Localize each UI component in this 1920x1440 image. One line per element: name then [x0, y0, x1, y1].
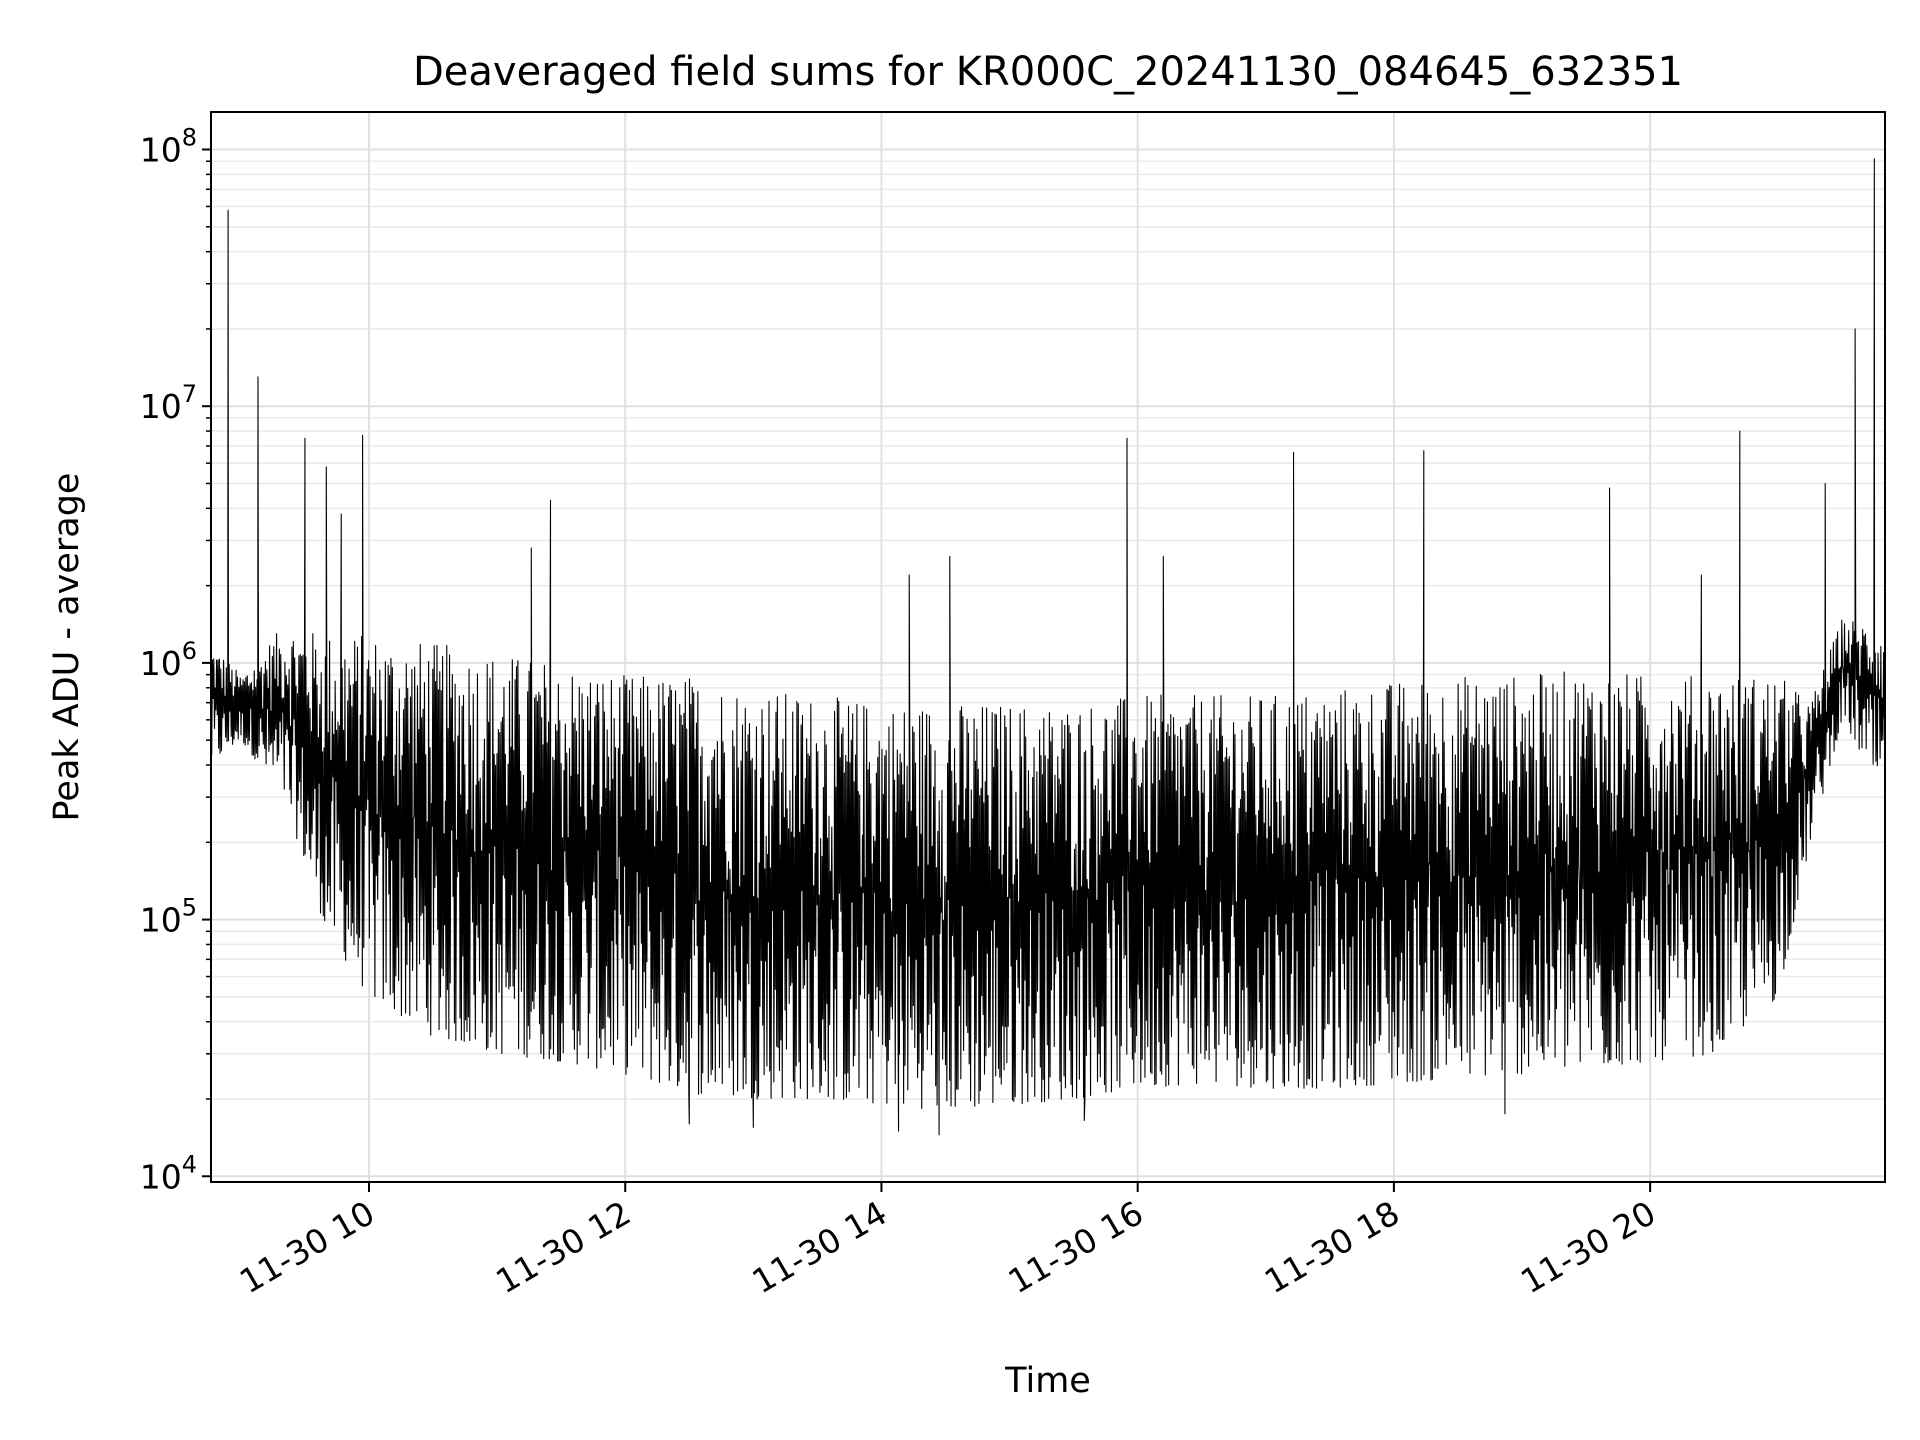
plot-frame: [210, 111, 1886, 1183]
x-axis-label: Time: [1004, 1361, 1091, 1401]
plot-area: [210, 158, 1885, 1136]
y-axis-label: Peak ADU - average: [47, 473, 87, 822]
x-grid: [368, 112, 1652, 1182]
chart-title: Deaveraged field sums for KR000C_2024113…: [413, 49, 1683, 95]
series-line: [210, 158, 1885, 1136]
